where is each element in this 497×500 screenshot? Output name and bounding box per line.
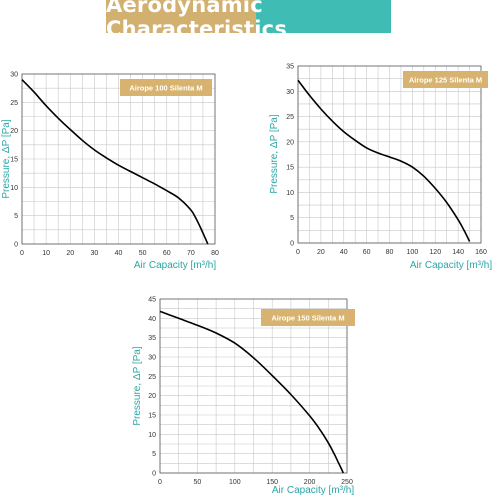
y-tick-label: 15 [148, 413, 156, 420]
x-tick-label: 20 [317, 249, 325, 256]
y-tick-label: 5 [290, 215, 294, 222]
series-line [297, 79, 471, 242]
y-tick-label: 25 [10, 100, 18, 107]
x-tick-label: 20 [66, 250, 74, 257]
y-tick-label: 0 [14, 242, 18, 249]
model-label-box [261, 309, 355, 326]
y-tick-label: 20 [286, 139, 294, 146]
page-title: Aerodynamic Characteristics [106, 0, 288, 41]
model-label: Airope 150 Silenta M [271, 314, 344, 323]
x-tick-label: 50 [194, 479, 202, 486]
y-tick-label: 10 [148, 432, 156, 439]
x-axis-label: Air Capacity [m³/h] [272, 485, 354, 496]
y-axis-label: Pressure, ΔP [Pa] [132, 346, 143, 426]
y-tick-label: 30 [148, 355, 156, 362]
y-tick-label: 35 [286, 64, 294, 71]
x-tick-label: 10 [42, 250, 50, 257]
x-tick-label: 250 [341, 479, 353, 486]
grid [21, 74, 215, 245]
model-label-box [403, 71, 488, 88]
model-label-box [120, 79, 212, 96]
y-tick-label: 20 [10, 128, 18, 135]
x-tick-label: 160 [475, 249, 487, 256]
x-tick-label: 100 [229, 479, 241, 486]
y-axis-label: Pressure, ΔP [Pa] [1, 119, 12, 199]
y-tick-label: 0 [152, 471, 156, 478]
y-tick-label: 0 [290, 241, 294, 248]
x-tick-label: 150 [266, 479, 278, 486]
x-axis-label: Air Capacity [m³/h] [134, 260, 216, 271]
chart-airope-150: 0 50 100 150 200 250 0 5 10 15 20 25 30 35 40 45 Airope … [132, 297, 355, 496]
plot-frame [159, 298, 348, 474]
y-tick-label: 25 [286, 114, 294, 121]
x-tick-label: 200 [304, 479, 316, 486]
x-tick-label: 40 [115, 250, 123, 257]
y-tick-label: 5 [14, 213, 18, 220]
x-tick-label: 60 [363, 249, 371, 256]
x-tick-label: 120 [429, 249, 441, 256]
y-tick-label: 35 [148, 335, 156, 342]
x-tick-label: 0 [158, 479, 162, 486]
y-tick-label: 25 [148, 374, 156, 381]
chart-airope-125: 0 20 40 60 80 100 120 140 160 0 5 10 15 20 25 30 35 Airop… [269, 64, 492, 272]
title-banner-left [106, 0, 256, 33]
x-tick-label: 100 [407, 249, 419, 256]
y-tick-label: 30 [286, 89, 294, 96]
y-axis-label: Pressure, ΔP [Pa] [269, 114, 280, 194]
series-line [21, 79, 209, 245]
title-banner: Aerodynamic Characteristics [106, 0, 391, 41]
model-label: Airope 125 Silenta M [409, 76, 482, 85]
x-tick-label: 50 [139, 250, 147, 257]
x-tick-label: 80 [211, 250, 219, 257]
x-tick-label: 60 [163, 250, 171, 257]
y-tick-label: 15 [286, 165, 294, 172]
plot-frame [297, 65, 482, 244]
x-tick-label: 0 [20, 250, 24, 257]
x-tick-label: 80 [386, 249, 394, 256]
x-tick-label: 0 [296, 249, 300, 256]
plot-frame [21, 73, 216, 245]
y-tick-label: 10 [286, 190, 294, 197]
grid [159, 299, 347, 474]
y-tick-label: 10 [10, 185, 18, 192]
x-tick-label: 30 [90, 250, 98, 257]
x-axis-label: Air Capacity [m³/h] [410, 260, 492, 271]
title-banner-right [256, 0, 391, 33]
grid [297, 66, 481, 244]
x-tick-label: 40 [340, 249, 348, 256]
x-tick-label: 140 [452, 249, 464, 256]
y-tick-label: 15 [10, 157, 18, 164]
y-tick-label: 20 [148, 393, 156, 400]
y-tick-label: 5 [152, 451, 156, 458]
chart-airope-100: 0 10 20 30 40 50 60 70 80 0 5 10 15 20 25 30 Airope 100 … [1, 72, 219, 272]
series-line [159, 310, 345, 474]
x-tick-label: 70 [187, 250, 195, 257]
y-tick-label: 30 [10, 72, 18, 79]
model-label: Airope 100 Silenta M [129, 84, 202, 93]
y-tick-label: 40 [148, 316, 156, 323]
y-tick-label: 45 [148, 297, 156, 304]
